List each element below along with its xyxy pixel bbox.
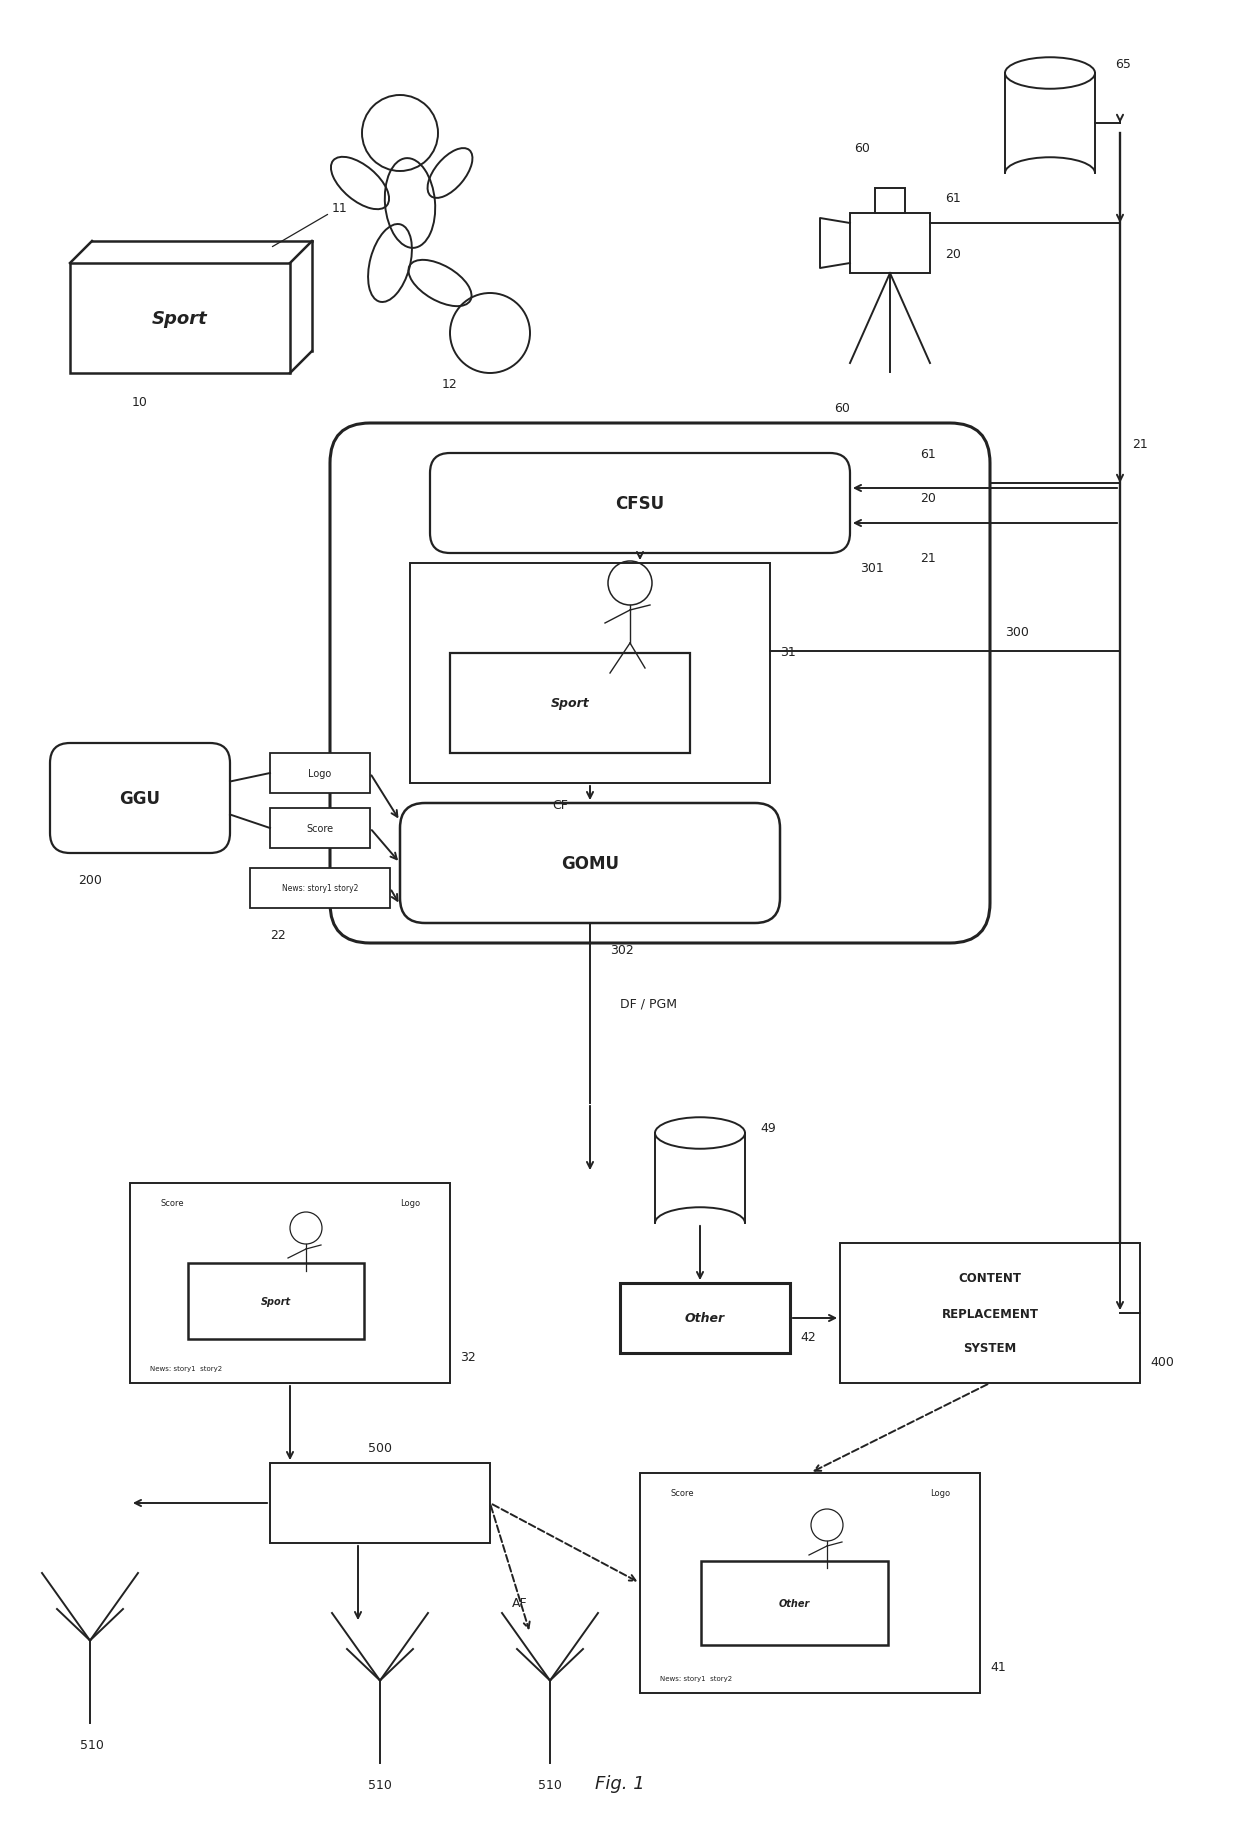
FancyBboxPatch shape [330, 423, 990, 944]
Text: 21: 21 [920, 552, 936, 565]
Text: Score: Score [306, 824, 334, 833]
Bar [187, 1263, 363, 1340]
Text: Sport: Sport [551, 696, 589, 711]
Text: CONTENT: CONTENT [959, 1272, 1022, 1285]
Bar [856, 441, 884, 465]
Text: Fig. 1: Fig. 1 [595, 1774, 645, 1792]
Text: 301: 301 [861, 561, 884, 576]
Text: 20: 20 [945, 248, 961, 261]
Text: 41: 41 [990, 1661, 1006, 1674]
Text: 200: 200 [78, 873, 102, 886]
Bar [875, 190, 905, 213]
Text: 20: 20 [920, 492, 936, 505]
Bar [832, 465, 908, 521]
Bar [270, 753, 370, 793]
Text: Score: Score [160, 1198, 184, 1207]
Text: Other: Other [779, 1599, 810, 1608]
Bar [270, 809, 370, 848]
Text: AF: AF [512, 1597, 528, 1610]
Text: 49: 49 [760, 1121, 776, 1136]
Text: 11: 11 [332, 202, 348, 215]
Ellipse shape [655, 1117, 745, 1148]
FancyBboxPatch shape [401, 804, 780, 924]
Text: 300: 300 [1004, 625, 1029, 638]
Text: 32: 32 [460, 1351, 476, 1364]
Text: Score: Score [670, 1488, 693, 1497]
Text: 61: 61 [920, 447, 936, 459]
FancyBboxPatch shape [50, 744, 229, 853]
Text: 12: 12 [443, 377, 458, 390]
FancyBboxPatch shape [430, 454, 849, 554]
Text: GOMU: GOMU [560, 855, 619, 873]
Bar [450, 654, 689, 753]
Text: News: story1  story2: News: story1 story2 [660, 1675, 732, 1681]
Text: 21: 21 [1132, 438, 1148, 450]
Text: REPLACEMENT: REPLACEMENT [941, 1307, 1039, 1320]
Text: Logo: Logo [309, 769, 331, 778]
Text: 65: 65 [1115, 58, 1131, 71]
Text: DF / PGM: DF / PGM [620, 997, 677, 1010]
Text: SYSTEM: SYSTEM [963, 1342, 1017, 1354]
Bar [130, 1183, 450, 1384]
Text: 500: 500 [368, 1442, 392, 1455]
Text: 22: 22 [270, 928, 285, 941]
Text: 510: 510 [81, 1737, 104, 1752]
Text: 400: 400 [1149, 1354, 1174, 1369]
Bar [620, 1283, 790, 1353]
Text: Sport: Sport [260, 1296, 290, 1307]
Text: Sport: Sport [153, 310, 208, 328]
Bar [250, 868, 391, 908]
Text: Logo: Logo [930, 1488, 950, 1497]
Bar [701, 1560, 888, 1644]
Bar [849, 213, 930, 273]
Text: 31: 31 [780, 645, 796, 658]
Text: News: story1 story2: News: story1 story2 [281, 884, 358, 893]
Text: 60: 60 [835, 403, 849, 416]
Bar [410, 563, 770, 784]
Text: CFSU: CFSU [615, 494, 665, 512]
Text: CF: CF [552, 798, 568, 811]
Text: 61: 61 [945, 193, 961, 206]
Text: Other: Other [684, 1313, 725, 1325]
Text: 510: 510 [368, 1777, 392, 1790]
Text: GGU: GGU [119, 789, 160, 808]
Bar [640, 1473, 980, 1694]
Text: Logo: Logo [399, 1198, 420, 1207]
Text: 42: 42 [800, 1331, 816, 1344]
Bar [270, 1464, 490, 1542]
Ellipse shape [1004, 58, 1095, 89]
Text: 10: 10 [133, 396, 148, 408]
Bar [69, 264, 290, 374]
Text: News: story1  story2: News: story1 story2 [150, 1365, 222, 1371]
Text: 60: 60 [854, 142, 870, 155]
Text: 510: 510 [538, 1777, 562, 1790]
Text: 302: 302 [610, 944, 634, 957]
Bar [839, 1243, 1140, 1384]
